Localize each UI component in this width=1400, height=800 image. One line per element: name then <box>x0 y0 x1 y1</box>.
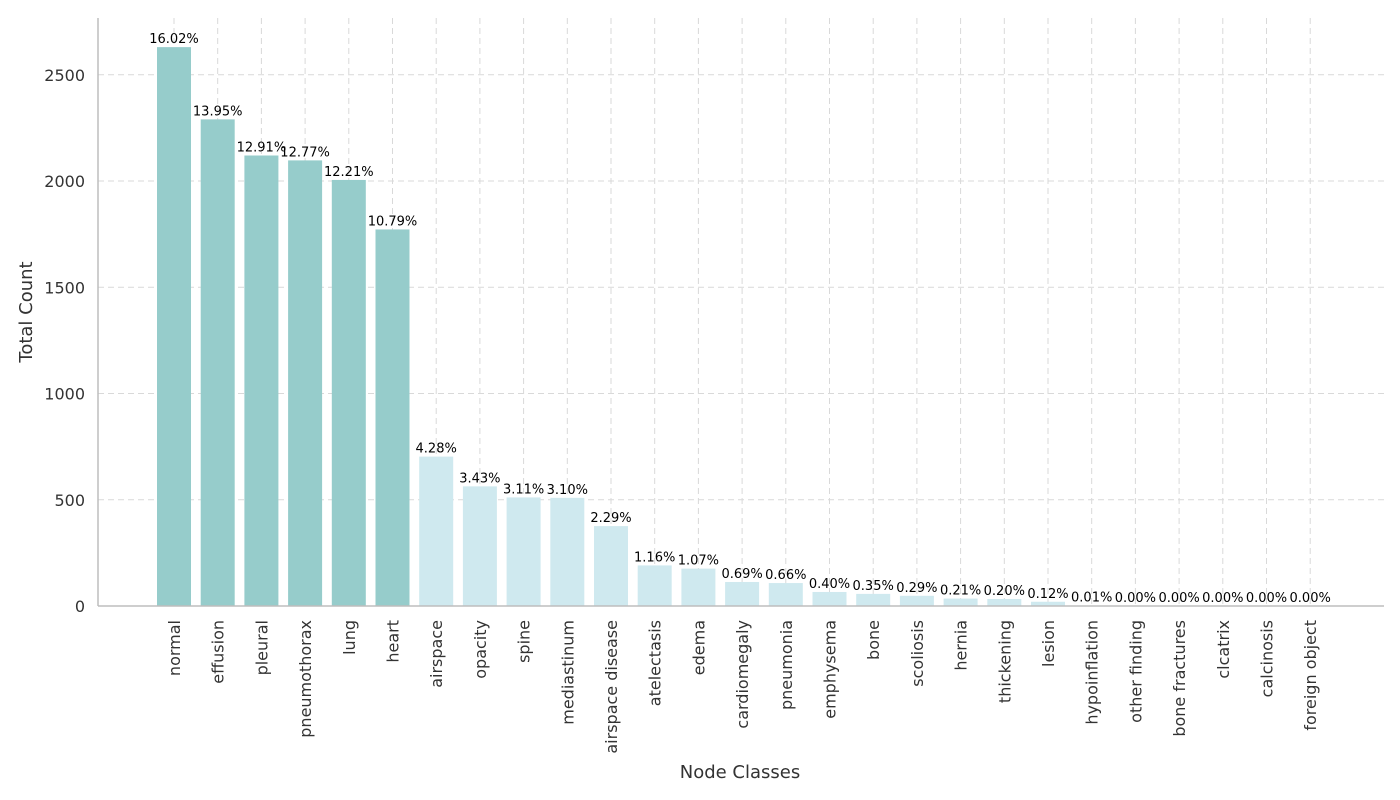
x-tick-label: pleural <box>252 620 271 675</box>
data-label: 0.20% <box>984 584 1025 599</box>
x-tick-label: pneumonia <box>777 620 796 710</box>
data-label: 3.10% <box>547 483 588 498</box>
y-tick-label: 2500 <box>44 66 85 85</box>
bar-effusion <box>200 119 235 606</box>
bar-bone <box>856 593 891 606</box>
x-tick-label: airspace disease <box>602 620 621 754</box>
data-label: 1.07% <box>678 554 719 569</box>
x-tick-label: opacity <box>471 620 490 679</box>
x-tick-label: emphysema <box>821 620 840 719</box>
x-tick-label: heart <box>384 620 403 663</box>
bar-cardiomegaly <box>725 581 760 606</box>
x-tick-label: bone <box>864 620 883 660</box>
bar-mediastinum <box>550 497 585 606</box>
x-tick-label: calcinosis <box>1258 620 1277 697</box>
data-label: 16.02% <box>149 32 199 47</box>
x-tick-label: cardiomegaly <box>733 620 752 729</box>
x-tick-label: pneumothorax <box>296 620 315 738</box>
bar-thickening <box>987 598 1022 606</box>
x-tick-label: atelectasis <box>646 620 665 706</box>
bar-atelectasis <box>637 565 672 606</box>
data-label: 0.00% <box>1202 591 1243 606</box>
data-label: 2.29% <box>590 511 631 526</box>
y-tick-label: 2000 <box>44 172 85 191</box>
data-label: 0.21% <box>940 584 981 599</box>
x-tick-label: clcatrix <box>1214 620 1233 679</box>
data-label: 3.11% <box>503 482 544 497</box>
x-tick-label: thickening <box>995 620 1014 703</box>
bar-airspace <box>419 456 454 606</box>
bar-opacity <box>462 486 497 606</box>
bar-hernia <box>943 598 978 606</box>
y-tick-label: 500 <box>54 491 85 510</box>
bar-normal <box>157 47 191 606</box>
data-label: 0.00% <box>1115 591 1156 606</box>
bar-edema <box>681 568 716 606</box>
data-label: 12.77% <box>280 145 330 160</box>
data-label: 3.43% <box>459 471 500 486</box>
y-tick-label: 0 <box>75 597 85 616</box>
x-tick-label: lung <box>340 620 359 655</box>
data-label: 1.16% <box>634 550 675 565</box>
data-label: 10.79% <box>368 214 418 229</box>
x-tick-label: foreign object <box>1301 620 1320 731</box>
bar-airspace-disease <box>594 526 628 606</box>
data-label: 4.28% <box>416 442 457 457</box>
x-tick-label: hypoinflation <box>1083 620 1102 725</box>
x-tick-label: hernia <box>952 620 971 671</box>
x-tick-label: spine <box>515 620 534 663</box>
data-label: 13.95% <box>193 104 243 119</box>
data-label: 0.00% <box>1290 591 1331 606</box>
x-tick-label: lesion <box>1039 620 1058 667</box>
x-tick-label: mediastinum <box>558 620 577 725</box>
bar-pneumonia <box>768 583 803 606</box>
bar-heart <box>375 229 410 606</box>
x-tick-label: normal <box>165 620 184 676</box>
bar-pleural <box>244 155 279 606</box>
data-label: 0.00% <box>1246 591 1287 606</box>
data-label: 12.91% <box>237 141 287 156</box>
data-label: 0.00% <box>1158 591 1199 606</box>
y-axis-title: Total Count <box>16 261 37 363</box>
x-tick-label: other finding <box>1126 620 1145 723</box>
label-layer: 0 500 1000 1500 2000 2500 16.02% normal 13.95% ef… <box>44 32 1331 754</box>
data-label: 0.01% <box>1071 591 1112 606</box>
data-label: 0.40% <box>809 577 850 592</box>
y-tick-label: 1000 <box>44 385 85 404</box>
data-label: 12.21% <box>324 165 374 180</box>
bar-layer <box>157 47 1109 606</box>
data-label: 0.66% <box>765 568 806 583</box>
bar-pneumothorax <box>288 160 323 606</box>
x-axis-title: Node Classes <box>680 762 801 783</box>
x-tick-label: scoliosis <box>908 620 927 687</box>
y-tick-label: 1500 <box>44 278 85 297</box>
data-label: 0.69% <box>721 567 762 582</box>
bar-lesion <box>1031 601 1065 606</box>
x-tick-label: bone fractures <box>1170 620 1189 737</box>
data-label: 0.12% <box>1027 587 1068 602</box>
bar-lung <box>331 179 366 606</box>
bar-emphysema <box>812 591 847 606</box>
data-label: 0.35% <box>853 579 894 594</box>
x-tick-label: edema <box>689 620 708 675</box>
x-tick-label: airspace <box>427 620 446 688</box>
bar-spine <box>506 497 541 606</box>
x-tick-label: effusion <box>209 620 228 684</box>
data-label: 0.29% <box>896 581 937 596</box>
bar-scoliosis <box>899 595 934 606</box>
